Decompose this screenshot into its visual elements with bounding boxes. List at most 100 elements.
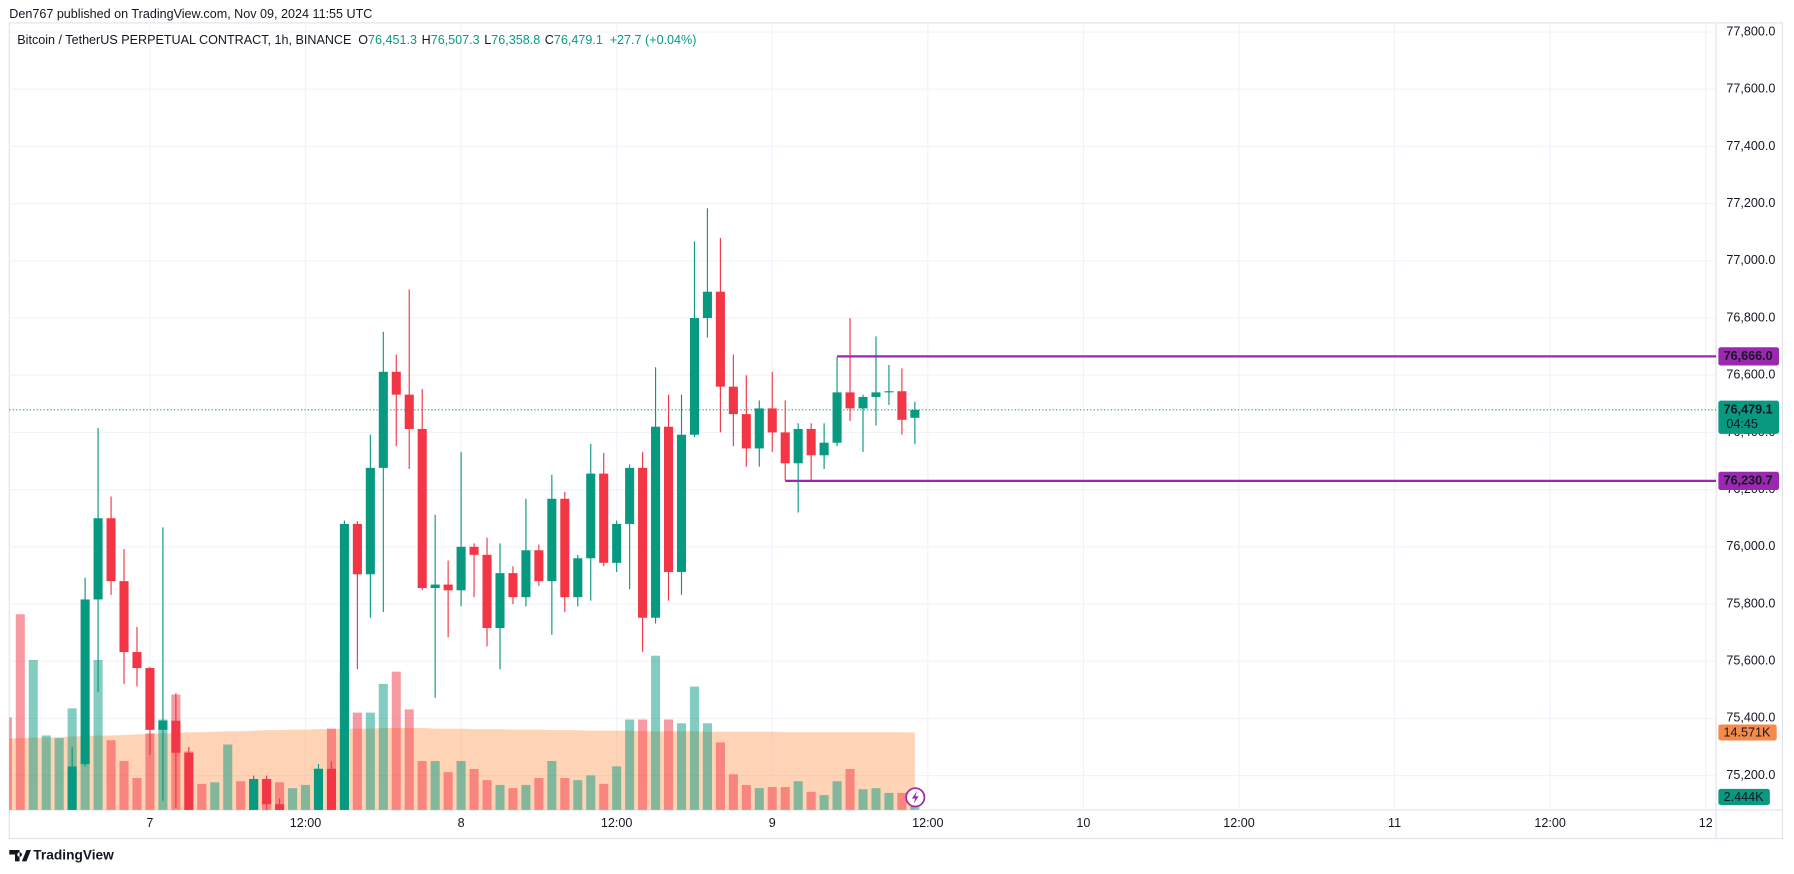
- volume-bar: [560, 778, 570, 810]
- candle-body: [910, 409, 920, 418]
- candle-body: [676, 434, 687, 572]
- candle-body: [832, 392, 842, 443]
- candle-body: [573, 558, 583, 598]
- volume-bar: [521, 784, 531, 810]
- candle-body: [391, 371, 401, 395]
- level-label: 76,666.0: [1724, 349, 1773, 363]
- volume-bar: [54, 738, 64, 810]
- volume-bar: [430, 761, 440, 810]
- ohlc-key: H: [422, 34, 431, 48]
- candle-body: [171, 720, 181, 753]
- volume-bar: [715, 742, 725, 810]
- candle-body: [404, 394, 414, 429]
- volume-bar: [858, 789, 868, 810]
- candle-body: [586, 473, 596, 559]
- volume-bar: [832, 781, 842, 810]
- ohlc-key: L: [484, 34, 491, 48]
- candle-body: [495, 573, 505, 629]
- volume-bar: [210, 782, 220, 810]
- candle-body: [508, 573, 518, 598]
- ohlc-value: 76,507.3: [431, 34, 480, 48]
- y-tick-label: 77,800.0: [1726, 24, 1775, 38]
- x-tick-label: 12:00: [1223, 816, 1254, 830]
- lightning-icon[interactable]: [905, 787, 926, 808]
- symbol-title: Bitcoin / TetherUS PERPETUAL CONTRACT, 1…: [17, 34, 351, 48]
- price-markers: 76,666.0 76,230.7 76,479.104:45 14.571K 2.44…: [1718, 347, 1780, 805]
- volume-bar: [93, 659, 103, 810]
- candle-body: [728, 386, 738, 415]
- candle-body: [262, 779, 272, 805]
- level-label: 76,230.7: [1724, 474, 1773, 488]
- volume-bar: [9, 717, 12, 810]
- candle-body: [249, 779, 259, 810]
- last-price-label: 76,479.1: [1724, 403, 1773, 417]
- candle-body: [339, 523, 349, 810]
- volume-bar: [689, 686, 699, 810]
- volume-bar: [638, 719, 648, 810]
- volume-bar: [119, 761, 129, 810]
- volume-bar: [404, 709, 414, 810]
- candle-body: [884, 391, 894, 393]
- volume-bar: [106, 740, 116, 810]
- volume-bar: [676, 723, 687, 810]
- ohlc-value: 76,358.8: [491, 34, 540, 48]
- y-tick-label: 76,600.0: [1726, 368, 1775, 382]
- chart-frame: [8, 22, 1784, 840]
- volume-bar: [288, 788, 298, 810]
- candle-body: [819, 442, 829, 456]
- y-tick-label: 75,600.0: [1726, 654, 1775, 668]
- volume-bar: [806, 791, 816, 810]
- candle-body: [67, 766, 77, 810]
- x-tick-label: 12:00: [601, 816, 632, 830]
- candle-body: [456, 546, 466, 591]
- brand-name[interactable]: TradingView: [33, 847, 114, 862]
- volume-bar: [845, 768, 855, 810]
- candle-body: [897, 391, 907, 420]
- y-tick-label: 75,200.0: [1726, 768, 1775, 782]
- x-tick-label: 9: [769, 816, 776, 830]
- candle-body: [767, 408, 777, 433]
- y-tick-label: 75,800.0: [1726, 596, 1775, 610]
- brand-logo[interactable]: TradingView: [9, 847, 114, 862]
- candle-body: [275, 804, 285, 810]
- volume-bar: [132, 778, 142, 810]
- candle-body: [482, 554, 492, 629]
- volume-bar: [599, 783, 609, 810]
- volume-bar: [378, 683, 388, 810]
- plot-area: [9, 208, 1717, 810]
- candle-body: [702, 291, 712, 319]
- y-tick-label: 75,400.0: [1726, 711, 1775, 725]
- candle-body: [560, 498, 570, 598]
- candle-body: [145, 668, 155, 730]
- candle-body: [313, 768, 324, 810]
- volume-bar: [741, 784, 751, 810]
- volume-bar: [28, 659, 38, 810]
- published-note: Den767 published on TradingView.com, Nov…: [9, 7, 372, 21]
- volume-bar: [482, 780, 492, 810]
- volume-bar: [573, 780, 583, 810]
- volume-bar: [352, 712, 362, 810]
- volume-bar: [767, 787, 777, 810]
- x-tick-label: 12:00: [1534, 816, 1565, 830]
- candle-body: [780, 432, 790, 464]
- volume-bar: [819, 795, 829, 810]
- candle-body: [858, 396, 868, 409]
- candle-body: [119, 581, 129, 653]
- candle-body: [417, 428, 427, 589]
- volume-bar: [145, 733, 155, 810]
- candle-body: [132, 652, 142, 669]
- candle-body: [689, 318, 699, 435]
- volume-bar: [534, 778, 544, 810]
- ohlc-key: O: [358, 34, 368, 48]
- volume-bar: [897, 792, 907, 810]
- y-tick-label: 77,400.0: [1726, 139, 1775, 153]
- candle-body: [106, 518, 116, 582]
- x-tick-label: 7: [146, 816, 153, 830]
- volume-bar: [547, 761, 557, 810]
- volume-bar: [197, 783, 207, 810]
- volume-bar: [508, 788, 518, 810]
- candle-body: [80, 599, 90, 765]
- x-tick-label: 8: [458, 816, 465, 830]
